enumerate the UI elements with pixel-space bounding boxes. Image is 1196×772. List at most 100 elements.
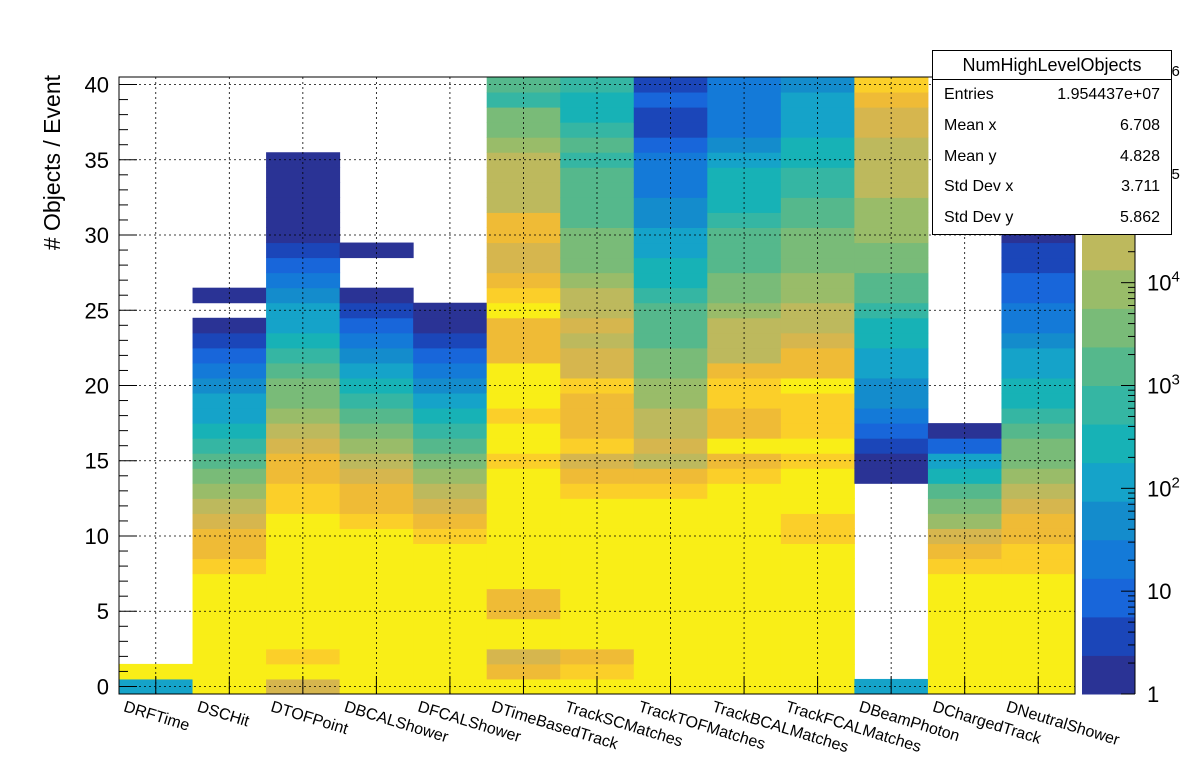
- heatmap-cell: [413, 618, 451, 635]
- heatmap-cell: [854, 227, 892, 244]
- heatmap-cell: [707, 272, 745, 289]
- heatmap-cell: [633, 453, 672, 469]
- y-axis-ticks: 0 5 10 15 20 25 30 35 40: [85, 73, 137, 699]
- heatmap-cell: [413, 377, 451, 394]
- heatmap-cell: [817, 137, 855, 153]
- x-tick-label: DRFTime: [122, 699, 192, 735]
- heatmap-cell: [192, 498, 230, 514]
- heatmap-cell: [670, 242, 708, 259]
- heatmap-cell: [1038, 332, 1076, 349]
- heatmap-cell: [266, 362, 304, 379]
- heatmap-cell: [486, 423, 524, 439]
- heatmap-cell: [670, 272, 708, 289]
- heatmap-cell: [1038, 678, 1076, 695]
- heatmap-cell: [376, 588, 414, 605]
- heatmap-cell: [927, 573, 966, 590]
- heatmap-cell: [597, 648, 635, 665]
- heatmap-cell: [413, 678, 451, 695]
- heatmap-cell: [633, 663, 672, 680]
- heatmap-cell: [891, 212, 929, 228]
- heatmap-cell: [633, 483, 672, 499]
- heatmap-cell: [964, 603, 1002, 620]
- heatmap-cell: [560, 408, 598, 424]
- heatmap-cell: [560, 167, 598, 183]
- heatmap-cell: [744, 588, 782, 605]
- heatmap-cell: [817, 227, 855, 244]
- heatmap-cell: [670, 362, 708, 379]
- heatmap-cell: [486, 137, 524, 153]
- heatmap-cell: [744, 377, 782, 394]
- heatmap-cell: [817, 332, 855, 349]
- heatmap-cell: [744, 257, 782, 274]
- heatmap-cell: [597, 242, 635, 259]
- heatmap-cell: [817, 588, 855, 605]
- heatmap-cell: [633, 408, 672, 424]
- heatmap-cell: [780, 393, 819, 409]
- heatmap-cell: [964, 423, 1002, 439]
- heatmap-cell: [266, 197, 304, 213]
- heatmap-cell: [597, 423, 635, 439]
- heatmap-cell: [523, 648, 561, 665]
- heatmap-cell: [744, 423, 782, 439]
- heatmap-cell: [633, 167, 672, 183]
- stats-value: 6.708: [1119, 116, 1160, 134]
- heatmap-cell: [597, 513, 635, 529]
- heatmap-cell: [523, 483, 561, 499]
- heatmap-cell: [192, 648, 230, 665]
- heatmap-cell: [707, 588, 745, 605]
- heatmap-cell: [744, 152, 782, 168]
- heatmap-cell: [670, 408, 708, 424]
- heatmap-cell: [449, 438, 488, 454]
- heatmap-cell: [376, 332, 414, 349]
- stats-value: 5.862: [1119, 209, 1160, 227]
- heatmap-cell: [670, 212, 708, 228]
- heatmap-cell: [1038, 633, 1076, 650]
- heatmap-cell: [780, 468, 819, 484]
- heatmap-cell: [670, 498, 708, 514]
- heatmap-cell: [633, 332, 672, 349]
- heatmap-cell: [192, 287, 230, 304]
- stats-row-stddev-y: Std Dev y 5.862: [933, 203, 1171, 234]
- heatmap-cell: [780, 663, 819, 680]
- heatmap-cell: [964, 633, 1002, 650]
- heatmap-cell: [192, 438, 230, 454]
- heatmap-cell: [266, 212, 304, 228]
- heatmap-cell: [449, 332, 488, 349]
- heatmap-cell: [927, 483, 966, 499]
- heatmap-cell: [817, 513, 855, 529]
- heatmap-cell: [1001, 663, 1039, 680]
- heatmap-cell: [964, 438, 1002, 454]
- heatmap-cell: [376, 287, 414, 304]
- heatmap-cell: [523, 377, 561, 394]
- heatmap-cell: [486, 618, 524, 635]
- heatmap-cell: [597, 347, 635, 364]
- heatmap-cell: [817, 377, 855, 394]
- heatmap-cell: [1001, 573, 1039, 590]
- heatmap-cell: [1038, 272, 1076, 289]
- heatmap-cell: [744, 528, 782, 545]
- heatmap-cell: [1038, 663, 1076, 680]
- colorbar-segment: [1082, 269, 1135, 309]
- heatmap-cell: [376, 663, 414, 680]
- heatmap-cell: [266, 573, 304, 590]
- heatmap-cell: [597, 137, 635, 153]
- heatmap-cell: [744, 167, 782, 183]
- heatmap-cell: [376, 242, 414, 259]
- heatmap-cell: [523, 558, 561, 575]
- heatmap-cell: [744, 317, 782, 334]
- heatmap-cell: [854, 362, 892, 379]
- heatmap-cell: [229, 483, 267, 499]
- heatmap-cell: [229, 453, 267, 469]
- heatmap-cell: [633, 197, 672, 213]
- heatmap-cell: [597, 287, 635, 304]
- heatmap-cell: [707, 483, 745, 499]
- heatmap-cell: [1038, 362, 1076, 379]
- heatmap-cells: [119, 77, 1076, 695]
- heatmap-cell: [1038, 483, 1076, 499]
- stats-value: 3.711: [1121, 178, 1160, 196]
- heatmap-cell: [1001, 483, 1039, 499]
- heatmap-cell: [817, 272, 855, 289]
- heatmap-cell: [449, 543, 488, 560]
- heatmap-cell: [744, 122, 782, 138]
- heatmap-cell: [780, 558, 819, 575]
